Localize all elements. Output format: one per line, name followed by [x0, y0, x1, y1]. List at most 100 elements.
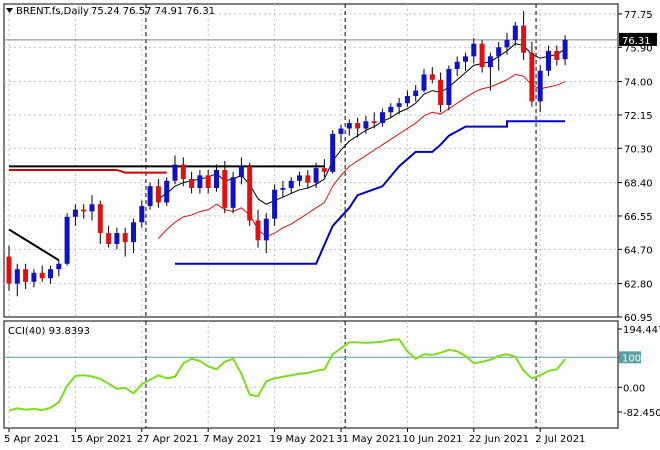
- current-price-tag: [619, 32, 657, 46]
- candle-body: [288, 180, 294, 189]
- price-overlays: [8, 43, 566, 265]
- price-tick-label: 77.75: [624, 10, 653, 21]
- price-tick-label: 64.70: [624, 245, 653, 256]
- candle-body: [31, 272, 37, 282]
- candle-body: [438, 79, 444, 106]
- cci-header: CCI(40) 93.8393: [8, 326, 90, 337]
- candle-body: [338, 128, 344, 134]
- ohlc-readout: 75.24 76.57 74.91 76.31: [91, 6, 215, 17]
- candle-body: [89, 204, 95, 212]
- candle-body: [147, 186, 153, 207]
- candle-body: [371, 121, 377, 124]
- candle-body: [164, 180, 170, 203]
- candle-body: [562, 39, 568, 60]
- candle-body: [189, 178, 195, 189]
- date-tick-label: 27 Apr 2021: [137, 434, 199, 445]
- dropdown-triangle-icon[interactable]: [6, 8, 13, 13]
- cci-level-label: 100: [622, 353, 641, 364]
- candle-body: [56, 263, 62, 270]
- date-tick-label: 31 May 2021: [336, 434, 401, 445]
- date-tick-label: 22 Jun 2021: [469, 434, 529, 445]
- candle-body: [131, 222, 136, 243]
- red-resistance-line: [9, 168, 167, 174]
- price-tick-label: 68.40: [624, 179, 653, 190]
- candle-body: [330, 133, 336, 172]
- candle-body: [64, 216, 70, 264]
- candle-body: [496, 47, 502, 57]
- candle-body: [222, 169, 228, 208]
- candle-body: [429, 74, 435, 80]
- candle-body: [363, 121, 369, 129]
- price-tick-label: 72.15: [624, 111, 653, 122]
- candle-body: [72, 209, 78, 217]
- candle-body: [454, 61, 460, 69]
- price-tick-label: 62.80: [624, 280, 653, 291]
- candle-body: [479, 43, 485, 68]
- candle-body: [355, 123, 361, 129]
- candle-body: [471, 43, 477, 57]
- candle-body: [197, 175, 203, 189]
- chart-header: BRENT.fs,Daily 75.24 76.57 74.91 76.31: [6, 6, 215, 17]
- candle-body: [380, 112, 385, 124]
- cci-tick-label: 0.00: [623, 383, 645, 394]
- candle-body: [238, 166, 244, 178]
- candle-body: [205, 175, 211, 189]
- candle-body: [106, 233, 112, 244]
- candle-body: [388, 106, 394, 113]
- candle-body: [297, 175, 302, 181]
- candle-body: [255, 220, 261, 241]
- candle-body: [122, 233, 128, 243]
- candle-body: [346, 123, 352, 129]
- trend-line: [8, 228, 60, 262]
- candle-body: [81, 209, 87, 212]
- candle-body: [413, 90, 419, 97]
- date-tick-label: 19 May 2021: [270, 434, 335, 445]
- price-panel-frame: [3, 3, 619, 318]
- candle-body: [321, 168, 327, 172]
- candle-body: [396, 103, 402, 107]
- candle-body: [180, 164, 186, 179]
- price-tick-label: 74.00: [624, 78, 653, 89]
- price-tick-label: 66.55: [624, 212, 653, 223]
- cci-tick-label: -82.4501: [623, 408, 660, 419]
- candle-body: [463, 56, 468, 62]
- candle-body: [537, 70, 543, 102]
- symbol-label: BRENT.fs,Daily: [16, 6, 89, 17]
- price-tick-label: 75.90: [624, 43, 653, 54]
- candle-body: [155, 186, 161, 203]
- date-tick-label: 15 Apr 2021: [70, 434, 132, 445]
- cci-legend: CCI(40) 93.8393: [8, 326, 90, 337]
- candle-body: [313, 168, 319, 183]
- date-tick-label: 2 Jul 2021: [535, 434, 585, 445]
- candle-body: [272, 189, 278, 219]
- candle-body: [39, 272, 45, 279]
- candle-body: [114, 233, 120, 244]
- cci-tick-label: 194.4472: [623, 325, 660, 336]
- candle-body: [247, 166, 253, 221]
- candle-body: [546, 50, 551, 71]
- cci-series: [4, 338, 618, 412]
- candle-body: [48, 269, 53, 279]
- candle-body: [521, 25, 527, 53]
- candle-body: [263, 218, 269, 241]
- candle-body: [14, 269, 20, 284]
- candle-body: [172, 164, 178, 181]
- price-tick-label: 70.30: [624, 144, 653, 155]
- lower-band-line: [158, 73, 566, 239]
- candle-body: [230, 177, 236, 208]
- upper-band-line: [158, 43, 566, 205]
- support-level-line: [175, 120, 566, 265]
- candle-body: [529, 52, 535, 102]
- date-tick-label: 10 Jun 2021: [402, 434, 462, 445]
- cci-level-tag: [619, 351, 641, 364]
- candle-body: [512, 25, 518, 41]
- candle-body: [6, 256, 12, 284]
- candle-body: [23, 269, 29, 282]
- axes: 77.75 75.90 74.00 72.15 70.30 68.40 66.55 64.70…: [4, 10, 660, 445]
- candle-body: [97, 204, 103, 234]
- grid: [4, 4, 618, 428]
- price-tick-label: 60.95: [624, 313, 653, 324]
- date-tick-label: 7 May 2021: [203, 434, 262, 445]
- candle-body: [280, 188, 286, 190]
